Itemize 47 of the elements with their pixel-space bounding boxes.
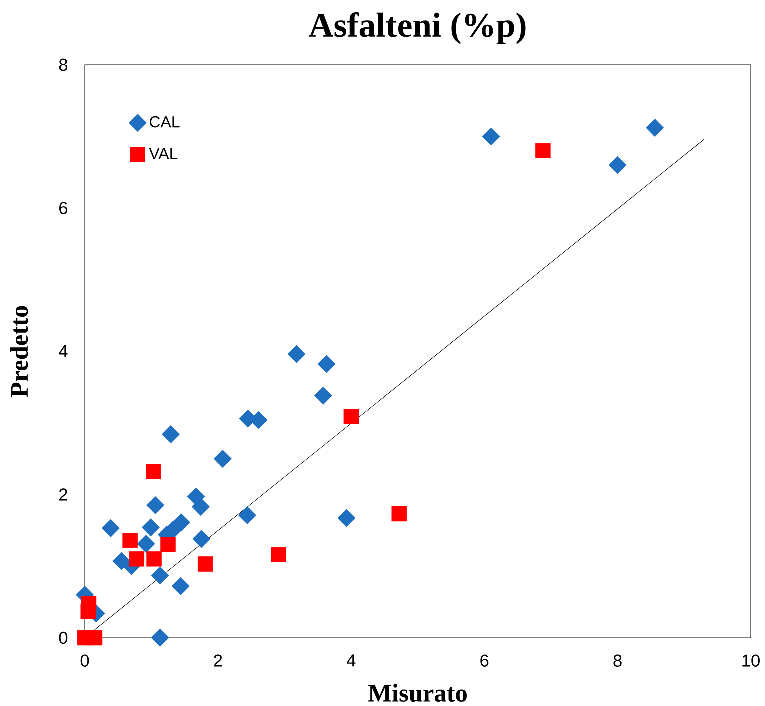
x-tick-label: 8 <box>614 654 622 667</box>
point <box>151 629 170 647</box>
point <box>646 119 664 137</box>
legend-label: VAL <box>149 148 178 160</box>
point <box>146 496 165 514</box>
y-axis-title: Predetto <box>10 306 28 398</box>
point <box>122 532 138 548</box>
y-tick-label: 6 <box>60 202 68 214</box>
point <box>192 498 210 516</box>
point <box>172 577 190 596</box>
x-tick-label: 0 <box>80 654 90 667</box>
x-tick-label: 2 <box>214 654 222 667</box>
point <box>608 156 627 174</box>
point <box>214 450 232 468</box>
point <box>142 518 160 537</box>
point <box>198 556 214 572</box>
x-axis-title: Misurato <box>368 684 467 702</box>
point <box>536 143 551 159</box>
x-tick-label: 10 <box>742 654 760 667</box>
point <box>238 506 256 524</box>
point <box>129 552 145 567</box>
y-tick-label: 8 <box>59 58 68 72</box>
x-tick-label: 6 <box>480 654 489 667</box>
y-tick-label: 0 <box>59 632 68 644</box>
point <box>80 604 96 620</box>
point <box>392 506 407 522</box>
point <box>344 409 360 424</box>
point <box>482 128 500 146</box>
point <box>338 509 356 528</box>
point <box>137 535 156 554</box>
point <box>151 566 170 585</box>
point <box>271 547 286 563</box>
point <box>160 537 176 552</box>
point <box>87 630 103 646</box>
x-tick-label: 4 <box>346 654 356 667</box>
y-tick-label: 2 <box>60 488 68 501</box>
point <box>146 552 162 567</box>
legend-label: CAL <box>150 116 180 128</box>
y-tick-label: 4 <box>59 346 68 358</box>
point <box>288 345 306 364</box>
point <box>314 386 332 405</box>
point <box>318 355 336 374</box>
point <box>102 519 120 538</box>
point <box>162 426 180 444</box>
point <box>192 530 210 548</box>
chart-title: Asfalteni (%p) <box>309 12 526 44</box>
point <box>146 464 162 480</box>
